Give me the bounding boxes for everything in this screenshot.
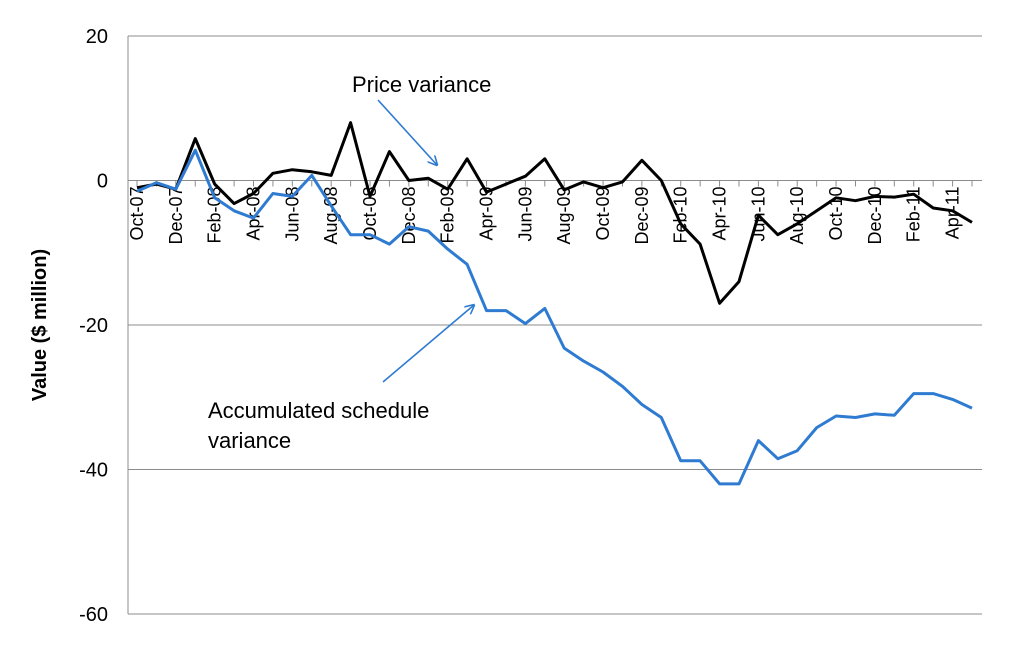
x-tick-label: Aug-09 (554, 187, 574, 245)
gridlines (128, 35, 982, 615)
y-tick-label: 0 (97, 171, 108, 193)
x-tick-label: Feb-10 (671, 187, 691, 244)
annotation-schedule-variance-arrow (382, 305, 474, 383)
x-tick-label: Apr-08 (244, 187, 264, 241)
x-tick-label: Oct-08 (360, 187, 380, 241)
x-tick-label: Oct-07 (127, 187, 147, 241)
x-tick-label: Apr-11 (943, 187, 963, 240)
y-tick-label: -40 (79, 460, 108, 482)
x-tick-label: Aug-10 (787, 187, 807, 245)
series-lines (136, 121, 973, 486)
series-line-price-variance (136, 121, 973, 305)
x-tick-label: Jun-08 (282, 187, 302, 242)
x-tick-label: Oct-10 (826, 187, 846, 241)
x-tick-label: Dec-08 (399, 187, 419, 245)
y-tick-label: 20 (86, 26, 108, 48)
x-tick-label: Dec-10 (865, 187, 885, 245)
x-tick-label: Dec-07 (166, 187, 186, 245)
y-tick-label: -20 (79, 315, 108, 337)
annotation-price-variance-arrow (377, 99, 437, 165)
annotation-schedule-variance-line1: Accumulated schedule (208, 398, 429, 423)
series-line-accumulated-schedule-variance (136, 148, 973, 486)
annotation-schedule-variance-line2: variance (208, 428, 291, 453)
x-tick-label: Feb-09 (438, 187, 458, 244)
x-tick-label: Oct-09 (593, 187, 613, 241)
x-tick-label: Feb-11 (904, 187, 924, 243)
y-tick-label: -60 (79, 604, 108, 626)
x-tick-label: Apr-09 (477, 187, 497, 241)
y-axis-label: Value ($ million) (29, 249, 51, 401)
x-tick-label: Apr-10 (710, 187, 730, 241)
x-tick-label: Aug-08 (321, 187, 341, 245)
annotation-price-variance: Price variance (352, 72, 491, 97)
x-tick-label: Jun-09 (515, 187, 535, 242)
annotations: Price variance Accumulated schedule vari… (208, 72, 491, 453)
x-tick-label: Dec-09 (632, 187, 652, 245)
